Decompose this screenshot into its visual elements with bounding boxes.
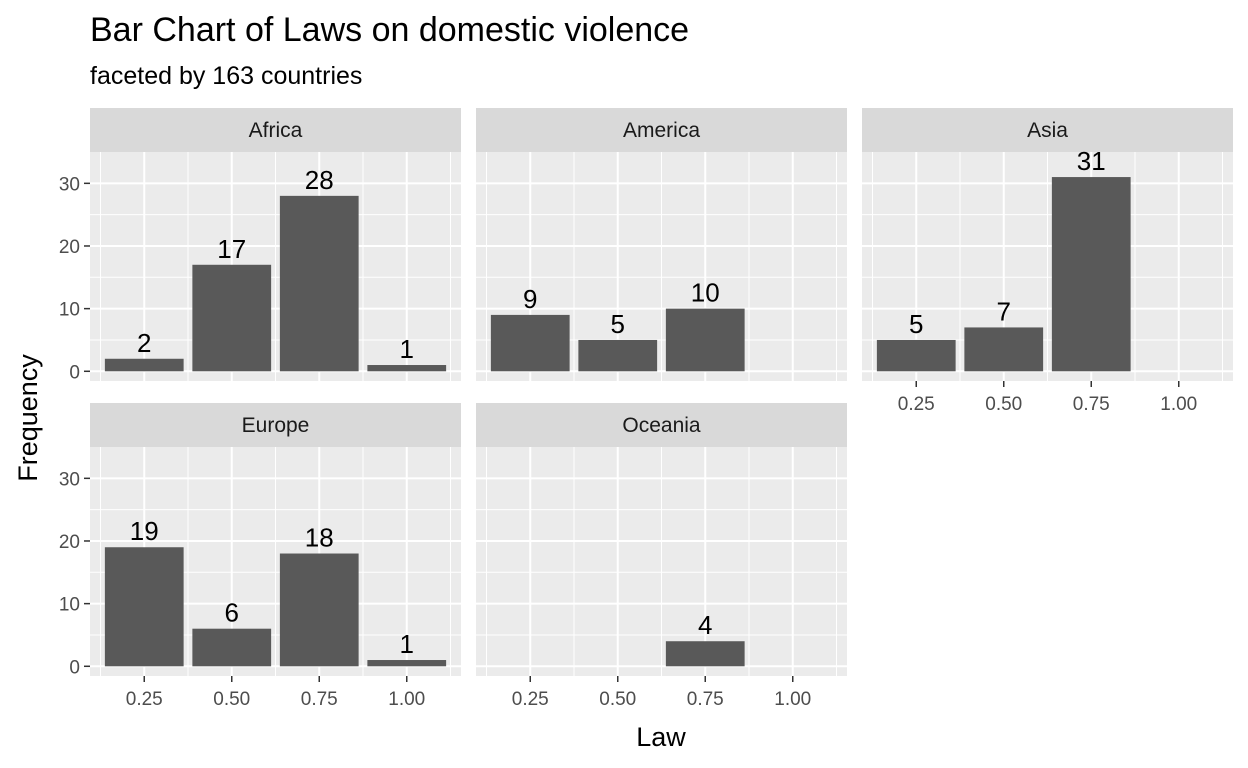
y-tick-label: 0 bbox=[69, 657, 80, 678]
x-tick-label: 0.25 bbox=[512, 689, 549, 710]
bar bbox=[578, 339, 658, 372]
facet-strip-label: Europe bbox=[242, 414, 310, 437]
bar bbox=[279, 553, 359, 667]
chart-subtitle: faceted by 163 countries bbox=[90, 62, 362, 90]
bar-value-label: 9 bbox=[523, 284, 537, 314]
facet-asia: Asia 5 7 31 0.25 0.50 0.75 1.00 bbox=[862, 108, 1233, 415]
x-tick-label: 0.75 bbox=[687, 689, 724, 710]
bar bbox=[279, 195, 359, 372]
bar bbox=[192, 264, 272, 372]
bar-value-label: 28 bbox=[305, 165, 334, 195]
chart-title: Bar Chart of Laws on domestic violence bbox=[90, 11, 689, 49]
y-axis-title: Frequency bbox=[13, 354, 43, 482]
y-tick-label: 10 bbox=[59, 595, 80, 616]
bar bbox=[192, 628, 272, 667]
bar-value-label: 19 bbox=[130, 516, 159, 546]
facet-strip bbox=[90, 108, 461, 152]
y-tick-label: 10 bbox=[59, 300, 80, 321]
x-tick-label: 0.50 bbox=[985, 394, 1022, 415]
x-tick-label: 0.25 bbox=[126, 689, 163, 710]
facet-strip bbox=[476, 108, 847, 152]
facet-strip bbox=[90, 403, 461, 447]
y-tick-label: 0 bbox=[69, 362, 80, 383]
bar bbox=[1051, 177, 1131, 372]
bar bbox=[490, 314, 570, 372]
x-tick-label: 0.50 bbox=[213, 689, 250, 710]
bar bbox=[876, 339, 956, 372]
y-tick-label: 20 bbox=[59, 532, 80, 553]
bar-value-label: 1 bbox=[400, 629, 414, 659]
facet-strip-label: Africa bbox=[249, 119, 303, 142]
x-tick-label: 0.75 bbox=[1073, 394, 1110, 415]
bar-value-label: 31 bbox=[1077, 146, 1106, 176]
bar bbox=[964, 327, 1044, 372]
bar-value-label: 18 bbox=[305, 523, 334, 553]
bar-value-label: 5 bbox=[909, 309, 923, 339]
bar-value-label: 4 bbox=[698, 610, 712, 640]
facet-strip bbox=[862, 108, 1233, 152]
x-tick-label: 1.00 bbox=[1160, 394, 1197, 415]
bar-value-label: 5 bbox=[611, 309, 625, 339]
y-tick-label: 30 bbox=[59, 174, 80, 195]
bar bbox=[665, 641, 745, 667]
bar bbox=[367, 365, 447, 372]
bar bbox=[104, 547, 184, 667]
x-tick-label: 1.00 bbox=[388, 689, 425, 710]
bar-value-label: 17 bbox=[217, 234, 246, 264]
x-tick-label: 1.00 bbox=[774, 689, 811, 710]
y-tick-label: 30 bbox=[59, 469, 80, 490]
bar-value-label: 2 bbox=[137, 328, 151, 358]
x-tick-label: 0.50 bbox=[599, 689, 636, 710]
facet-strip-label: America bbox=[623, 119, 700, 142]
bar bbox=[104, 358, 184, 372]
facet-strip-label: Oceania bbox=[622, 414, 701, 437]
x-axis-title: Law bbox=[636, 722, 686, 752]
y-tick-label: 20 bbox=[59, 237, 80, 258]
bar bbox=[367, 660, 447, 667]
facet-oceania: Oceania 4 0.25 0.50 0.75 1.00 bbox=[476, 403, 847, 710]
bar-value-label: 1 bbox=[400, 334, 414, 364]
facet-strip-label: Asia bbox=[1027, 119, 1068, 142]
bar bbox=[665, 308, 745, 372]
facet-strip bbox=[476, 403, 847, 447]
bar-value-label: 10 bbox=[691, 278, 720, 308]
facet-america: America 9 5 10 bbox=[476, 108, 847, 381]
bar-value-label: 7 bbox=[997, 296, 1011, 326]
x-tick-label: 0.75 bbox=[301, 689, 338, 710]
bar-value-label: 6 bbox=[225, 598, 239, 628]
x-tick-label: 0.25 bbox=[898, 394, 935, 415]
